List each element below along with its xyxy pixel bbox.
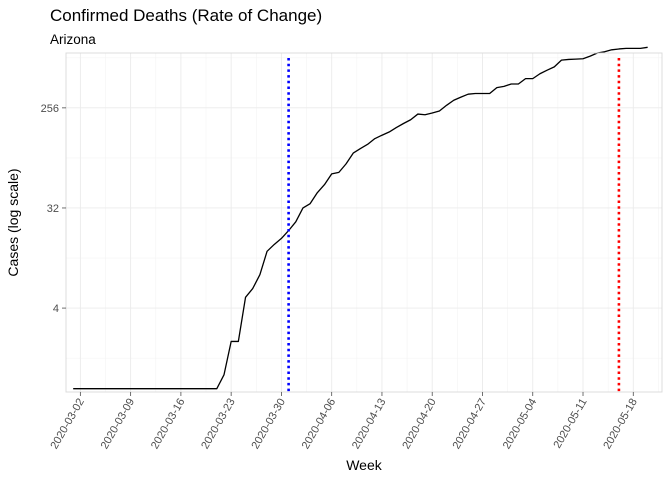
y-tick-label: 32: [47, 203, 59, 215]
x-tick-label: 2020-04-20: [400, 397, 439, 452]
series-layer: [73, 46, 648, 390]
x-tick-label: 2020-05-11: [551, 397, 589, 451]
y-axis: 4 32 256: [41, 103, 66, 315]
x-tick-label: 2020-03-30: [249, 397, 288, 452]
x-axis: 2020-03-02 2020-03-09 2020-03-16 2020-03-23…: [48, 392, 640, 452]
grid-major-lines: [66, 53, 662, 392]
x-tick-label: 2020-04-06: [300, 397, 339, 452]
x-tick-label: 2020-03-09: [99, 397, 138, 452]
grid-minor-lines: [66, 53, 662, 392]
reference-lines: [287, 58, 621, 392]
x-tick-label: 2020-03-23: [199, 397, 238, 452]
chart-title: Confirmed Deaths (Rate of Change): [50, 6, 322, 25]
x-axis-title: Week: [346, 457, 383, 473]
y-tick-label: 4: [53, 303, 59, 315]
series-line: [73, 46, 648, 390]
y-tick-label: 256: [41, 103, 59, 115]
x-tick-label: 2020-03-16: [149, 397, 188, 452]
x-tick-label: 2020-03-02: [48, 397, 87, 452]
chart-subtitle: Arizona: [50, 32, 96, 47]
x-tick-label: 2020-05-18: [601, 397, 640, 452]
panel-border: [65, 52, 663, 393]
x-tick-label: 2020-04-27: [451, 397, 490, 452]
y-axis-title: Cases (log scale): [5, 168, 21, 276]
x-tick-label: 2020-05-04: [501, 397, 540, 452]
plot-panel: [65, 46, 663, 393]
x-tick-label: 2020-04-13: [350, 397, 389, 452]
